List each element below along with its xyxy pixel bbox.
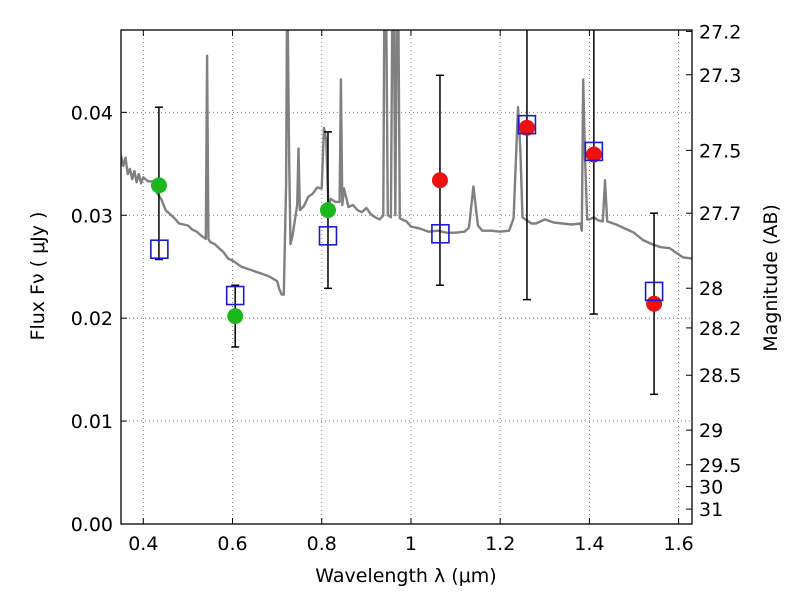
green-point — [150, 177, 167, 194]
magnitude-tick-label: 31 — [699, 499, 723, 521]
plot-frame — [120, 29, 693, 525]
magnitude-tick-label: 28.2 — [699, 318, 741, 340]
magnitude-tick-label: 27.3 — [699, 65, 741, 87]
x-axis-label: Wavelength λ (μm) — [315, 565, 496, 587]
model-square — [150, 239, 169, 260]
model-square — [225, 285, 245, 306]
green-photometry-points — [150, 177, 336, 325]
green-point — [319, 202, 336, 219]
magnitude-tick-label: 28 — [699, 278, 723, 300]
magnitude-tick-label: 28.5 — [699, 365, 741, 387]
y-tick-label: 0.00 — [71, 514, 113, 536]
magnitude-tick-label: 30 — [699, 477, 723, 499]
model-square — [517, 114, 537, 135]
right-axis-label: Magnitude (AB) — [760, 204, 782, 352]
spectrum-line — [121, 30, 692, 296]
y-axis-label: Flux Fν ( μJy ) — [27, 212, 49, 341]
model-square — [431, 223, 450, 244]
y-tick-label: 0.03 — [71, 205, 113, 227]
model-spectrum — [121, 30, 692, 296]
x-tick-label: 1.4 — [574, 533, 604, 555]
magnitude-tick-label: 29 — [699, 420, 723, 442]
magnitude-tick-label: 29.5 — [699, 455, 741, 477]
magnitude-tick-label: 27.7 — [699, 203, 741, 225]
x-tick-labels: 0.4 0.6 0.8 1 1.2 1.4 1.6 — [128, 533, 694, 555]
axis-ticks — [121, 30, 692, 525]
y-tick-label: 0.04 — [71, 102, 113, 124]
red-point — [646, 295, 663, 312]
y-tick-label: 0.01 — [71, 411, 113, 433]
red-point — [585, 146, 602, 163]
magnitude-tick-label: 27.5 — [699, 140, 741, 162]
x-tick-label: 1.6 — [664, 533, 694, 555]
model-square — [584, 141, 604, 162]
x-tick-label: 0.4 — [128, 533, 158, 555]
red-photometry-points — [431, 119, 663, 312]
green-point — [227, 308, 244, 325]
red-point — [431, 172, 448, 189]
y-tick-labels: 0.00 0.01 0.02 0.03 0.04 — [71, 102, 113, 536]
x-tick-label: 1 — [405, 533, 417, 555]
x-tick-label: 0.8 — [307, 533, 337, 555]
model-square — [644, 281, 664, 302]
x-tick-label: 1.2 — [485, 533, 515, 555]
magnitude-tick-label: 27.2 — [699, 21, 741, 43]
model-photometry-squares — [150, 114, 664, 306]
x-tick-label: 0.6 — [217, 533, 247, 555]
model-square — [318, 226, 338, 246]
y-tick-label: 0.02 — [71, 308, 113, 330]
red-point — [518, 119, 535, 136]
